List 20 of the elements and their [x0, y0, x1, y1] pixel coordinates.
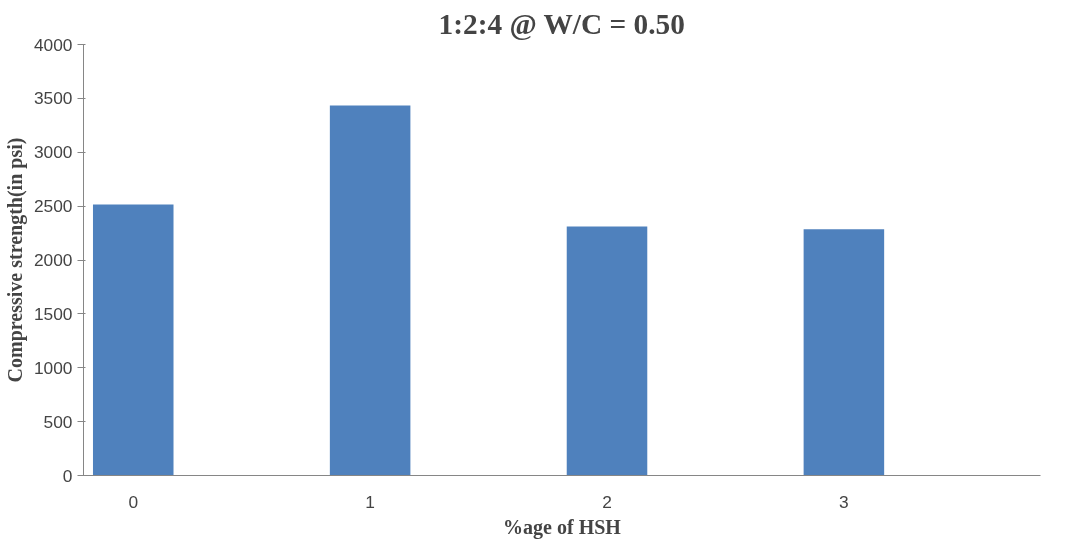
bar: [566, 226, 648, 476]
bar: [329, 105, 411, 476]
y-tick-label: 2000: [33, 250, 73, 270]
x-axis-title: %age of HSH: [503, 515, 622, 539]
y-tick-label: 2500: [33, 196, 73, 217]
y-axis-title: Compressive strength(in psi): [3, 137, 27, 383]
y-tick-label: 500: [43, 411, 73, 432]
y-tick-label: 4000: [33, 34, 73, 55]
y-tick-label: 3000: [33, 142, 73, 163]
x-tick-label: 0: [128, 491, 139, 512]
bar: [92, 204, 174, 476]
chart-title: 1:2:4 @ W/C = 0.50: [438, 7, 685, 40]
x-tick-label: 3: [839, 491, 849, 512]
y-tick-label: 3500: [33, 88, 73, 109]
y-tick-label: 1000: [33, 357, 73, 378]
bar: [803, 229, 885, 476]
x-tick-label: 1: [365, 491, 375, 512]
x-tick-label: 2: [602, 491, 612, 512]
y-tick-label: 0: [62, 465, 73, 486]
y-tick-label: 1500: [33, 303, 73, 324]
